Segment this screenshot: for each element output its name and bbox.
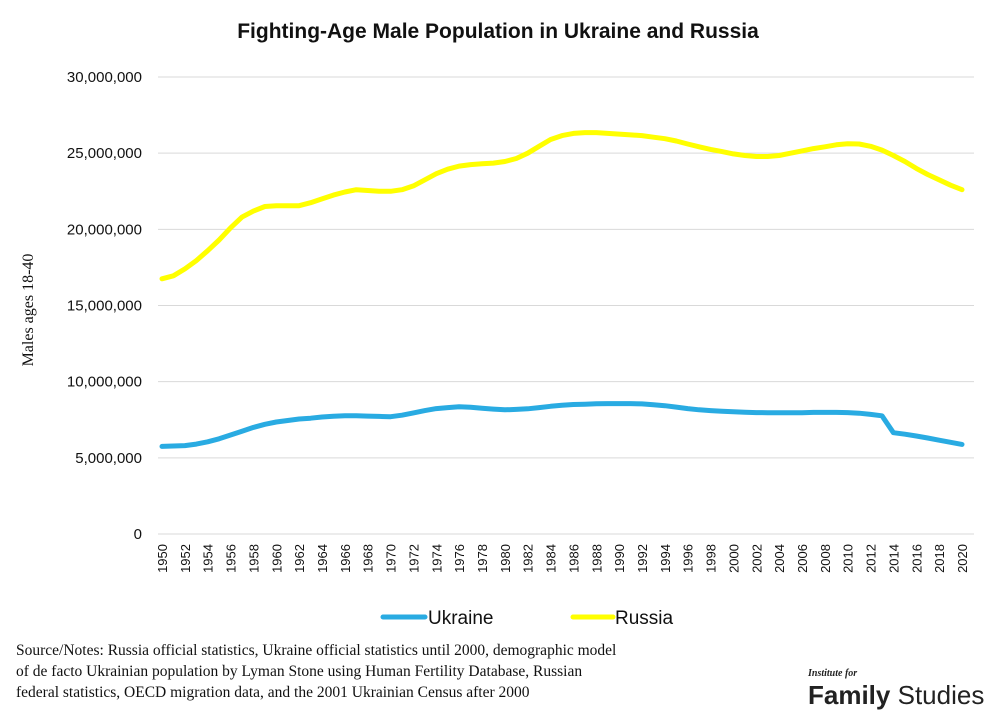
gridlines [158, 76, 974, 535]
x-tick-label: 2008 [818, 544, 833, 573]
x-tick-label: 2014 [886, 544, 901, 573]
x-tick-label: 2002 [749, 544, 764, 573]
x-tick-label: 1958 [246, 544, 261, 573]
x-axis-ticks: 1950 1952 1954 1956 1958 1960 1962 1964 1966 1968… [155, 544, 970, 573]
x-tick-label: 2004 [772, 544, 787, 573]
x-tick-label: 1996 [681, 544, 696, 573]
x-tick-label: 1960 [269, 544, 284, 573]
x-tick-label: 1990 [612, 544, 627, 573]
x-tick-label: 2000 [726, 544, 741, 573]
x-tick-label: 1976 [452, 544, 467, 573]
y-tick-label: 25,000,000 [67, 145, 142, 162]
source-note-line-3: federal statistics, OECD migration data,… [16, 684, 530, 701]
x-tick-label: 1974 [429, 544, 444, 573]
line-chart: Fighting-Age Male Population in Ukraine … [20, 20, 974, 629]
chart-title: Fighting-Age Male Population in Ukraine … [237, 20, 759, 43]
x-tick-label: 1964 [315, 544, 330, 573]
x-tick-label: 1956 [224, 544, 239, 573]
series-line-ukraine [159, 401, 965, 449]
series-line-russia [159, 130, 965, 282]
logo-main-text: Family Studies [808, 680, 984, 711]
y-axis-label: Males ages 18-40 [20, 254, 37, 367]
x-tick-label: 1982 [521, 544, 536, 573]
x-tick-label: 1954 [201, 544, 216, 573]
y-tick-label: 0 [134, 526, 142, 543]
x-tick-label: 2012 [864, 544, 879, 573]
source-note: Source/Notes: Russia official statistics… [16, 640, 796, 703]
series-lines [159, 130, 965, 449]
logo-word-studies: Studies [897, 680, 985, 710]
x-tick-label: 1962 [292, 544, 307, 573]
logo-small-text: Institute for [808, 668, 858, 679]
x-tick-label: 1998 [704, 544, 719, 573]
x-tick-label: 1966 [338, 544, 353, 573]
x-tick-label: 1972 [406, 544, 421, 573]
x-tick-label: 1980 [498, 544, 513, 573]
y-tick-label: 10,000,000 [67, 374, 142, 391]
x-tick-label: 1988 [589, 544, 604, 573]
x-tick-label: 2018 [932, 544, 947, 573]
x-tick-label: 1968 [361, 544, 376, 573]
x-tick-label: 1970 [384, 544, 399, 573]
x-tick-label: 1978 [475, 544, 490, 573]
x-tick-label: 1994 [658, 544, 673, 573]
source-note-line-1: Source/Notes: Russia official statistics… [16, 642, 617, 659]
legend-label-russia: Russia [615, 608, 674, 629]
x-tick-label: 1952 [178, 544, 193, 573]
institute-for-family-studies-logo: Institute for Family Studies [808, 668, 988, 718]
y-tick-label: 15,000,000 [67, 298, 142, 315]
x-tick-label: 1984 [544, 544, 559, 573]
x-tick-label: 1992 [635, 544, 650, 573]
y-tick-label: 5,000,000 [75, 450, 142, 467]
x-tick-label: 1986 [566, 544, 581, 573]
x-tick-label: 2010 [841, 544, 856, 573]
legend-label-ukraine: Ukraine [428, 608, 493, 629]
y-axis-ticks: 0 5,000,000 10,000,000 15,000,000 20,000,000… [67, 69, 142, 543]
logo-word-family: Family [808, 680, 891, 710]
x-tick-label: 2006 [795, 544, 810, 573]
x-tick-label: 2016 [909, 544, 924, 573]
y-tick-label: 30,000,000 [67, 69, 142, 86]
legend: Ukraine Russia [380, 608, 674, 629]
source-note-line-2: of de facto Ukrainian population by Lyma… [16, 663, 583, 680]
x-tick-label: 2020 [955, 544, 970, 573]
x-tick-label: 1950 [155, 544, 170, 573]
y-tick-label: 20,000,000 [67, 221, 142, 238]
